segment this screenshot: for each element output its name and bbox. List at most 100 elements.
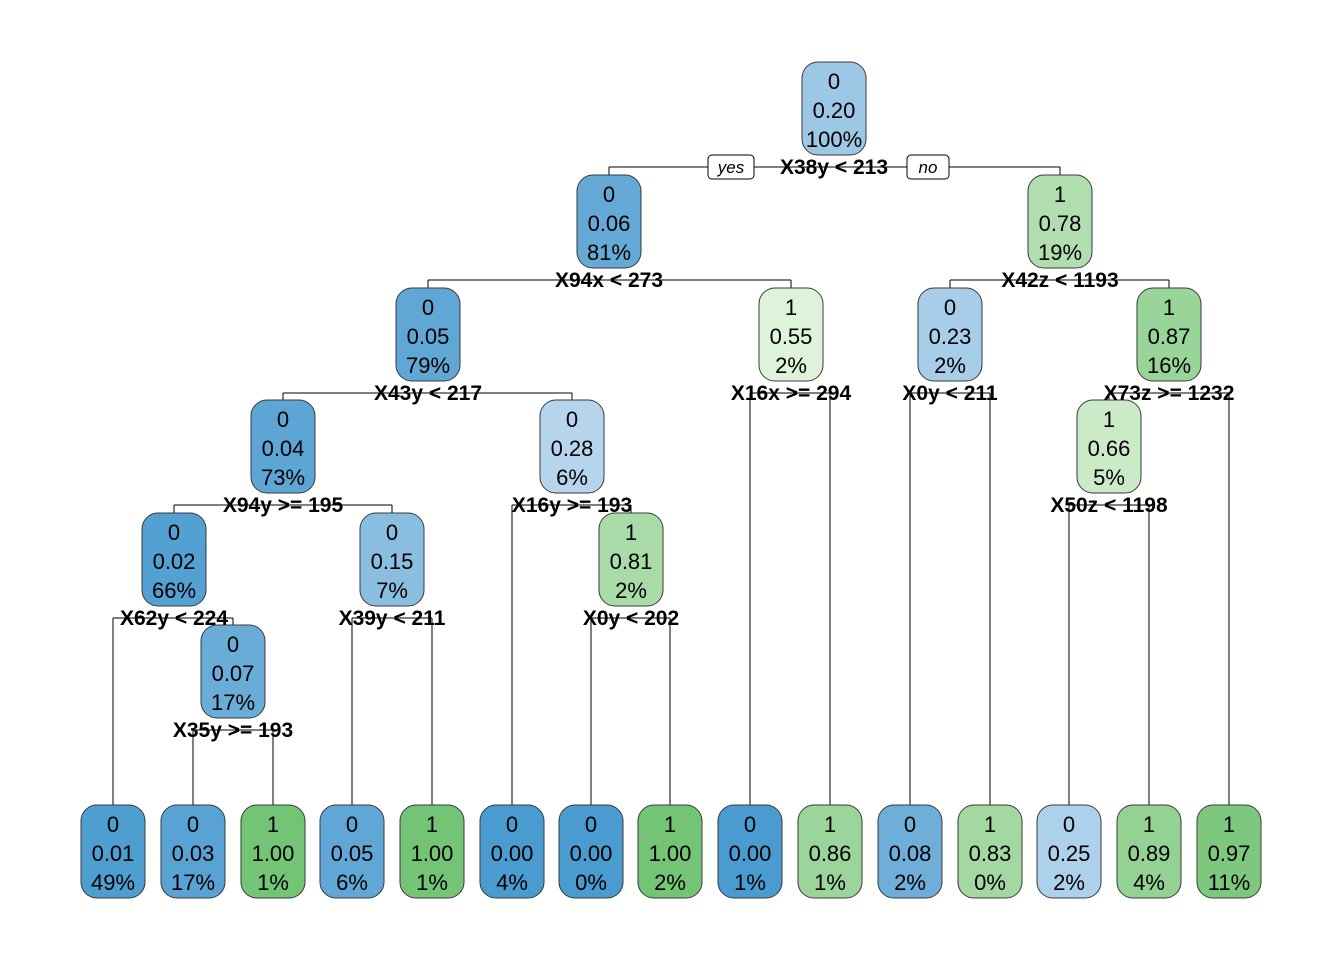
leaf-node: 0 0.05 6% <box>319 804 385 899</box>
node-class: 1 <box>984 812 996 837</box>
node-probability: 0.83 <box>969 841 1012 866</box>
node-percent: 0% <box>974 870 1006 895</box>
node-box <box>1136 287 1202 382</box>
node-class: 1 <box>1223 812 1235 837</box>
split-condition: X43y < 217 <box>374 382 482 405</box>
leaf-node: 0 0.25 2% <box>1036 804 1102 899</box>
node-percent: 1% <box>814 870 846 895</box>
split-node: 1 0.78 19% <box>1027 174 1093 269</box>
node-probability: 0.06 <box>588 211 631 236</box>
node-percent: 2% <box>615 578 647 603</box>
node-box <box>1076 399 1142 494</box>
node-box <box>539 399 605 494</box>
node-percent: 1% <box>416 870 448 895</box>
node-percent: 2% <box>894 870 926 895</box>
node-class: 1 <box>664 812 676 837</box>
node-percent: 17% <box>211 690 255 715</box>
split-labels: X38y < 213 X94x < 273 X42z < 1193 X43y < 21… <box>120 156 1234 742</box>
node-probability: 0.08 <box>889 841 932 866</box>
node-probability: 0.15 <box>371 549 414 574</box>
node-percent: 2% <box>775 353 807 378</box>
node-percent: 17% <box>171 870 215 895</box>
node-box <box>240 804 306 899</box>
yes-label: yes <box>717 158 745 177</box>
tree-nodes: 00.20100%00.0681%10.7819%00.0579%10.552%… <box>80 61 1262 899</box>
leaf-node: 0 0.03 17% <box>160 804 226 899</box>
node-box <box>558 804 624 899</box>
node-percent: 0% <box>575 870 607 895</box>
node-box <box>399 804 465 899</box>
node-class: 0 <box>168 520 180 545</box>
node-percent: 16% <box>1147 353 1191 378</box>
node-box <box>359 512 425 607</box>
node-class: 1 <box>785 295 797 320</box>
split-node: 0 0.02 66% <box>141 512 207 607</box>
node-percent: 2% <box>934 353 966 378</box>
node-class: 0 <box>227 632 239 657</box>
node-probability: 0.20 <box>813 98 856 123</box>
split-node: 0 0.04 73% <box>250 399 316 494</box>
node-probability: 0.86 <box>809 841 852 866</box>
node-probability: 0.78 <box>1039 211 1082 236</box>
node-probability: 0.87 <box>1148 324 1191 349</box>
split-condition: X16y >= 193 <box>512 494 632 517</box>
split-node: 0 0.06 81% <box>576 174 642 269</box>
node-box <box>797 804 863 899</box>
node-percent: 49% <box>91 870 135 895</box>
node-class: 0 <box>1063 812 1075 837</box>
node-box <box>1116 804 1182 899</box>
node-class: 0 <box>603 182 615 207</box>
node-class: 1 <box>1103 407 1115 432</box>
split-condition: X42z < 1193 <box>1001 269 1118 292</box>
node-percent: 73% <box>261 465 305 490</box>
node-probability: 0.55 <box>770 324 813 349</box>
node-probability: 0.81 <box>610 549 653 574</box>
leaf-node: 0 0.08 2% <box>877 804 943 899</box>
leaf-node: 0 0.00 4% <box>479 804 545 899</box>
node-box <box>758 287 824 382</box>
split-condition: X50z < 1198 <box>1050 494 1168 517</box>
node-box <box>250 399 316 494</box>
node-box <box>717 804 783 899</box>
split-condition: X0y < 211 <box>902 382 997 405</box>
node-percent: 81% <box>587 240 631 265</box>
split-condition: X94x < 273 <box>555 269 663 292</box>
split-node: 0 0.20 100% <box>801 61 867 156</box>
node-probability: 0.00 <box>570 841 613 866</box>
leaf-node: 1 1.00 1% <box>399 804 465 899</box>
node-class: 0 <box>585 812 597 837</box>
node-class: 0 <box>422 295 434 320</box>
node-percent: 7% <box>376 578 408 603</box>
node-percent: 66% <box>152 578 196 603</box>
leaf-node: 1 1.00 2% <box>637 804 703 899</box>
split-node: 0 0.05 79% <box>395 287 461 382</box>
node-probability: 0.25 <box>1048 841 1091 866</box>
node-box <box>160 804 226 899</box>
node-class: 0 <box>346 812 358 837</box>
node-class: 0 <box>386 520 398 545</box>
no-label-box <box>906 154 950 180</box>
node-percent: 1% <box>257 870 289 895</box>
node-percent: 4% <box>1133 870 1165 895</box>
node-probability: 0.66 <box>1088 436 1131 461</box>
no-label: no <box>919 158 938 177</box>
node-probability: 1.00 <box>411 841 454 866</box>
node-class: 0 <box>566 407 578 432</box>
split-condition: X0y < 202 <box>583 607 679 630</box>
node-percent: 19% <box>1038 240 1082 265</box>
node-class: 1 <box>1054 182 1066 207</box>
node-probability: 0.07 <box>212 661 255 686</box>
node-probability: 0.04 <box>262 436 305 461</box>
node-class: 0 <box>904 812 916 837</box>
node-box <box>1196 804 1262 899</box>
split-node: 0 0.23 2% <box>917 287 983 382</box>
split-condition: X73z >= 1232 <box>1104 382 1235 405</box>
split-node: 1 0.66 5% <box>1076 399 1142 494</box>
yes-no-labels: yes no <box>707 154 950 180</box>
node-box <box>80 804 146 899</box>
node-box <box>877 804 943 899</box>
node-probability: 0.01 <box>92 841 135 866</box>
node-probability: 0.02 <box>153 549 196 574</box>
split-node: 1 0.81 2% <box>598 512 664 607</box>
